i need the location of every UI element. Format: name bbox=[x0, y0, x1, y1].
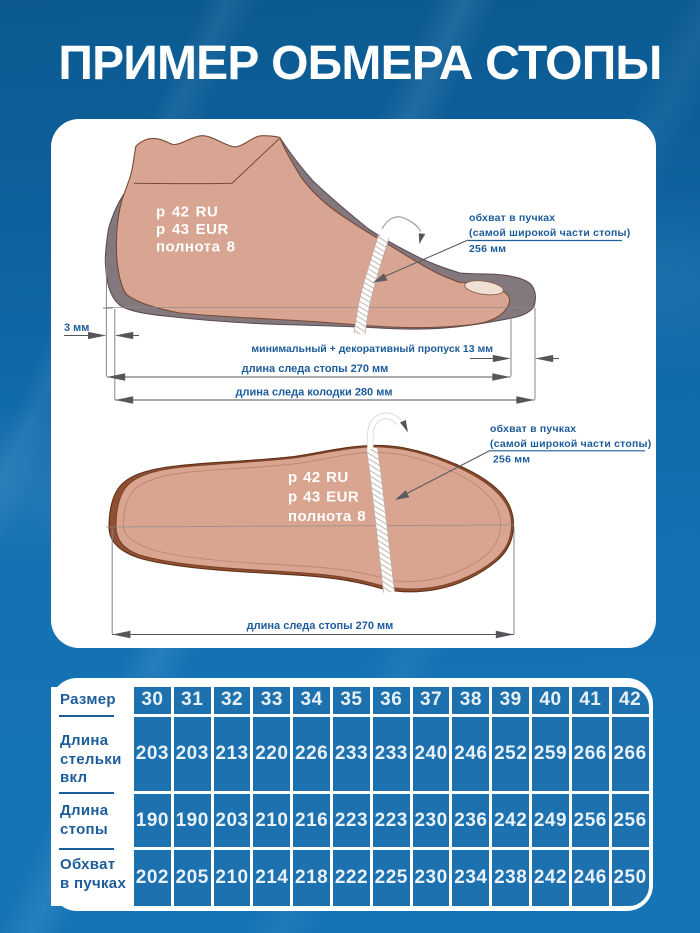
svg-text:р 42 RU: р 42 RU bbox=[288, 469, 349, 486]
svg-text:(самой широкой части стопы): (самой широкой части стопы) bbox=[490, 438, 651, 450]
svg-text:(самой широкой части стопы): (самой широкой части стопы) bbox=[469, 227, 630, 239]
svg-text:длина следа колодки 280 мм: длина следа колодки 280 мм bbox=[236, 387, 393, 399]
svg-text:длина следа стопы 270 мм: длина следа стопы 270 мм bbox=[242, 363, 389, 375]
svg-text:минимальный + декоративный про: минимальный + декоративный пропуск 13 мм bbox=[251, 343, 493, 355]
svg-text:256 мм: 256 мм bbox=[469, 243, 506, 255]
svg-text:3 мм: 3 мм bbox=[64, 322, 89, 334]
svg-text:р 42 RU: р 42 RU bbox=[156, 203, 218, 220]
svg-text:р 43 EUR: р 43 EUR bbox=[156, 221, 229, 238]
svg-text:обхват в пучках: обхват в пучках bbox=[490, 423, 576, 435]
svg-text:р 43 EUR: р 43 EUR bbox=[288, 489, 359, 506]
svg-text:длина следа стопы 270 мм: длина следа стопы 270 мм bbox=[247, 620, 394, 632]
svg-text:256 мм: 256 мм bbox=[493, 454, 530, 466]
svg-text:обхват в пучках: обхват в пучках bbox=[469, 212, 555, 224]
svg-text:полнота 8: полнота 8 bbox=[288, 508, 366, 525]
svg-text:полнота 8: полнота 8 bbox=[156, 238, 235, 255]
